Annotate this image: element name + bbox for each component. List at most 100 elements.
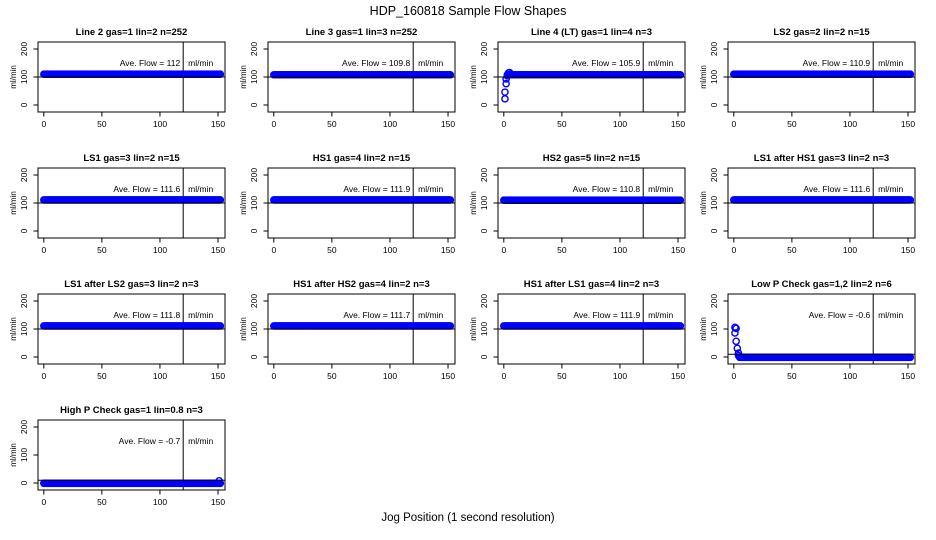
y-axis-label: ml/min: [9, 191, 18, 215]
x-tick-label: 0: [731, 119, 736, 129]
panel-title: Line 3 gas=1 lin=3 n=252: [306, 27, 418, 38]
ave-flow-unit: ml/min: [418, 184, 443, 194]
ave-flow-annotation: Ave. Flow = 111.9: [573, 310, 640, 320]
y-axis-label: ml/min: [699, 65, 708, 89]
panel-title: High P Check gas=1 lin=0.8 n=3: [60, 405, 203, 416]
x-tick-label: 150: [441, 119, 455, 129]
panel-title: LS1 after LS2 gas=3 lin=2 n=3: [64, 279, 198, 290]
y-axis-label: ml/min: [239, 317, 248, 341]
y-axis-label: ml/min: [239, 191, 248, 215]
x-tick-label: 100: [153, 497, 167, 507]
x-tick-label: 50: [787, 371, 797, 381]
x-tick-label: 100: [613, 119, 627, 129]
data-points: [40, 196, 225, 204]
y-tick-label: 0: [19, 228, 29, 233]
y-tick-label: 0: [709, 228, 719, 233]
data-points: [500, 196, 685, 205]
ave-flow-annotation: Ave. Flow = 105.9: [572, 58, 640, 68]
panel-title: HS1 after LS1 gas=4 lin=2 n=3: [524, 279, 659, 290]
x-tick-label: 100: [383, 119, 397, 129]
ave-flow-unit: ml/min: [418, 58, 443, 68]
y-tick-label: 100: [249, 196, 259, 210]
y-axis-label: ml/min: [239, 65, 248, 89]
data-points: [270, 322, 455, 330]
y-axis-label: ml/min: [469, 317, 478, 341]
panel-title: Low P Check gas=1,2 lin=2 n=6: [751, 279, 892, 290]
y-tick-label: 200: [19, 168, 29, 182]
x-tick-label: 150: [901, 245, 915, 255]
flow-panel-6: HS1 gas=4 lin=2 n=15 Ave. Flow = 111.9 ml/…: [239, 153, 456, 255]
ave-flow-unit: ml/min: [188, 436, 213, 446]
ave-flow-unit: ml/min: [648, 184, 673, 194]
y-tick-label: 0: [479, 354, 489, 359]
panel-title: LS2 gas=2 lin=2 n=15: [773, 27, 870, 38]
y-axis-label: ml/min: [469, 65, 478, 89]
x-tick-label: 150: [901, 119, 915, 129]
flow-panel-5: LS1 gas=3 lin=2 n=15 Ave. Flow = 111.6 ml/…: [9, 153, 226, 255]
y-tick-label: 200: [19, 420, 29, 434]
y-tick-label: 200: [19, 294, 29, 308]
ave-flow-annotation: Ave. Flow = 111.9: [343, 184, 410, 194]
y-tick-label: 0: [709, 354, 719, 359]
x-tick-label: 0: [731, 371, 736, 381]
x-tick-label: 50: [557, 371, 567, 381]
ave-flow-unit: ml/min: [188, 58, 213, 68]
x-tick-label: 0: [41, 371, 46, 381]
x-tick-label: 50: [97, 245, 107, 255]
y-tick-label: 100: [479, 196, 489, 210]
main-title: HDP_160818 Sample Flow Shapes: [369, 4, 567, 18]
x-tick-label: 100: [843, 245, 857, 255]
y-tick-label: 100: [249, 322, 259, 336]
ave-flow-annotation: Ave. Flow = 111.6: [113, 184, 180, 194]
ave-flow-annotation: Ave. Flow = 110.8: [573, 184, 641, 194]
x-axis-label: Jog Position (1 second resolution): [381, 512, 555, 524]
ave-flow-unit: ml/min: [188, 184, 213, 194]
y-tick-label: 100: [709, 196, 719, 210]
flow-panel-4: LS2 gas=2 lin=2 n=15 Ave. Flow = 110.9 ml/…: [699, 27, 916, 129]
y-tick-label: 200: [249, 294, 259, 308]
x-tick-label: 100: [843, 371, 857, 381]
panel-title: HS1 after HS2 gas=4 lin=2 n=3: [293, 279, 430, 290]
x-tick-label: 0: [501, 119, 506, 129]
y-tick-label: 200: [479, 168, 489, 182]
y-tick-label: 200: [479, 294, 489, 308]
x-tick-label: 100: [843, 119, 857, 129]
flow-panel-12: Low P Check gas=1,2 lin=2 n=6 Ave. Flow =…: [699, 279, 916, 381]
y-tick-label: 0: [249, 228, 259, 233]
ave-flow-unit: ml/min: [878, 58, 903, 68]
y-tick-label: 200: [249, 42, 259, 56]
x-tick-label: 150: [211, 245, 225, 255]
flow-panel-9: LS1 after LS2 gas=3 lin=2 n=3 Ave. Flow =…: [9, 279, 226, 381]
y-tick-label: 100: [709, 322, 719, 336]
y-tick-label: 100: [479, 322, 489, 336]
data-points: [40, 476, 225, 488]
x-tick-label: 0: [501, 245, 506, 255]
y-tick-label: 200: [249, 168, 259, 182]
panel-title: Line 4 (LT) gas=1 lin=4 n=3: [531, 27, 652, 38]
data-points: [40, 70, 225, 79]
x-tick-label: 150: [441, 371, 455, 381]
ave-flow-annotation: Ave. Flow = -0.6: [809, 310, 871, 320]
y-axis-label: ml/min: [699, 191, 708, 215]
y-tick-label: 0: [249, 102, 259, 107]
panel-title: HS2 gas=5 lin=2 n=15: [543, 153, 641, 164]
x-tick-label: 0: [271, 245, 276, 255]
x-tick-label: 0: [41, 119, 46, 129]
y-tick-label: 100: [709, 70, 719, 84]
x-tick-label: 100: [383, 245, 397, 255]
data-points: [730, 196, 915, 204]
panel-title: HS1 gas=4 lin=2 n=15: [313, 153, 411, 164]
x-tick-label: 0: [501, 371, 506, 381]
x-tick-label: 50: [327, 119, 337, 129]
ave-flow-unit: ml/min: [188, 310, 213, 320]
ave-flow-unit: ml/min: [878, 184, 903, 194]
ave-flow-annotation: Ave. Flow = 111.7: [343, 310, 410, 320]
x-tick-label: 50: [327, 245, 337, 255]
y-tick-label: 200: [709, 294, 719, 308]
data-points: [40, 322, 225, 330]
y-tick-label: 200: [19, 42, 29, 56]
x-tick-label: 100: [613, 371, 627, 381]
x-tick-label: 150: [211, 119, 225, 129]
flow-panel-8: LS1 after HS1 gas=3 lin=2 n=3 Ave. Flow =…: [699, 153, 916, 255]
y-axis-label: ml/min: [9, 65, 18, 89]
